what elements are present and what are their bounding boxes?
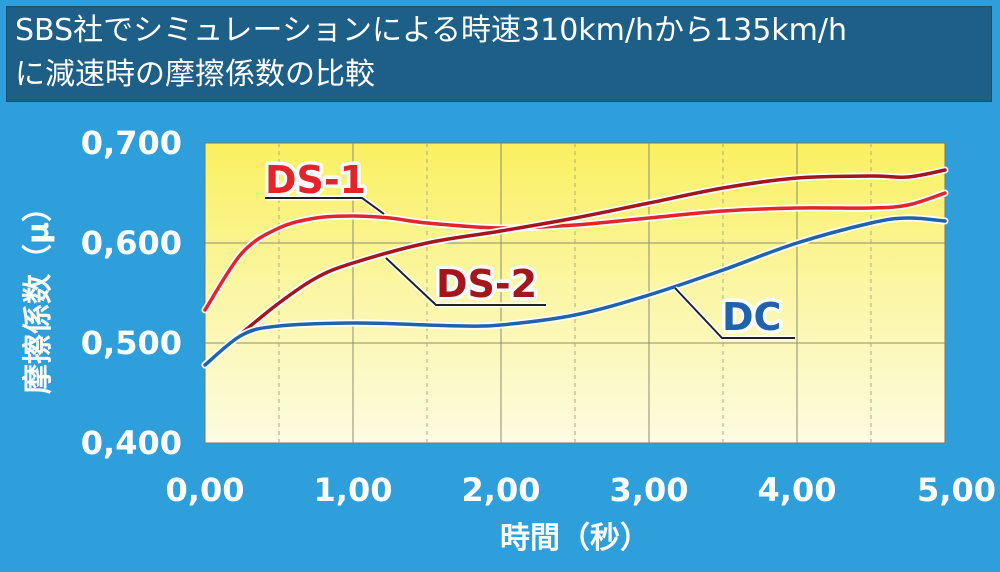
series-label-ds2: DS-2 [436, 262, 537, 306]
x-tick-label: 4,00 [758, 471, 837, 509]
leader-line-ds2 [385, 257, 546, 306]
series-line-dc [203, 216, 947, 367]
x-tick-label: 1,00 [314, 471, 393, 509]
x-tick-label: 5,00 [917, 471, 996, 509]
chart-title-line-1: SBS社でシミュレーションによる時速310km/hから135km/h [15, 13, 847, 48]
title-box: SBS社でシミュレーションによる時速310km/hから135km/h に減速時の… [6, 6, 992, 102]
series-label-ds1: DS-1 [265, 158, 366, 202]
y-tick-label: 0,400 [81, 424, 182, 462]
series-label-outline-ds2: DS-2 [436, 262, 537, 306]
y-tick-label: 0,500 [81, 324, 182, 362]
y-tick-label: 0,600 [81, 224, 182, 262]
x-axis-title: 時間（秒） [500, 521, 650, 556]
series-line-ds2 [203, 168, 947, 367]
leader-line-dc [674, 287, 795, 339]
y-tick-label: 0,700 [81, 124, 182, 162]
series-label-dc: DC [722, 295, 781, 339]
series-label-outline-ds1: DS-1 [265, 158, 366, 202]
leader-line-ds1 [265, 197, 385, 215]
series-label-outline-dc: DC [722, 295, 781, 339]
x-tick-label: 3,00 [610, 471, 689, 509]
chart-title-line-2: に減速時の摩擦係数の比較 [15, 57, 375, 92]
x-tick-label: 2,00 [462, 471, 541, 509]
x-tick-label: 0,00 [166, 471, 245, 509]
y-axis-title: 摩擦係数（μ） [21, 192, 56, 394]
